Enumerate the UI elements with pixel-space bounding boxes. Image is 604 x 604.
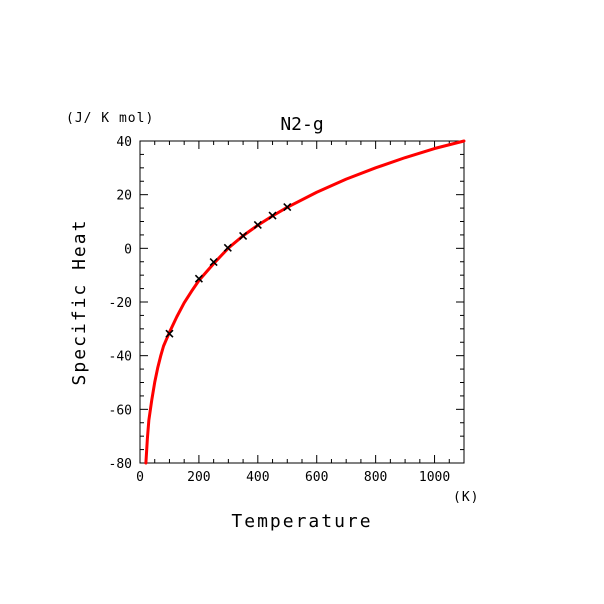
data-point xyxy=(194,274,203,283)
x-tick-label: 800 xyxy=(364,470,387,485)
y-axis-label: Specific Heat xyxy=(69,219,90,386)
data-point-stroke xyxy=(253,220,262,230)
x-axis-label: Temperature xyxy=(231,511,372,532)
curve-layer xyxy=(144,139,466,465)
tick-labels: 0 200 400 600 800 1000 -80 -60 -40 -20 0 20 40 xyxy=(109,135,451,485)
y-tick-label: 20 xyxy=(116,189,132,204)
data-point xyxy=(209,257,218,267)
data-point-stroke xyxy=(165,329,174,338)
data-point xyxy=(165,329,174,338)
data-point xyxy=(239,231,248,241)
x-tick-label: 1000 xyxy=(419,470,450,485)
data-point-stroke xyxy=(223,243,232,252)
data-point xyxy=(283,202,292,212)
x-tick-label: 0 xyxy=(136,470,144,485)
x-tick-label: 600 xyxy=(305,470,328,485)
ticks xyxy=(139,140,465,464)
marker-layer xyxy=(165,202,292,338)
data-point xyxy=(253,220,262,230)
data-point xyxy=(223,243,232,252)
y-tick-label: -40 xyxy=(109,350,132,365)
data-point-stroke xyxy=(268,211,277,220)
x-tick-label: 400 xyxy=(246,470,269,485)
data-point-stroke xyxy=(283,202,292,212)
y-axis-unit: (J/ K mol) xyxy=(66,111,154,126)
data-point-stroke xyxy=(239,231,248,241)
x-axis-unit: (K) xyxy=(453,490,479,505)
chart-title: N2-g xyxy=(280,114,323,135)
x-tick-label: 200 xyxy=(187,470,210,485)
data-point xyxy=(268,211,277,220)
data-point-stroke xyxy=(209,257,218,267)
y-tick-label: -80 xyxy=(109,457,132,472)
y-tick-label: -20 xyxy=(109,296,132,311)
series-line xyxy=(144,139,466,465)
data-point-stroke xyxy=(194,274,203,283)
y-tick-label: 0 xyxy=(124,242,132,257)
y-tick-label: -60 xyxy=(109,403,132,418)
y-tick-label: 40 xyxy=(116,135,132,150)
